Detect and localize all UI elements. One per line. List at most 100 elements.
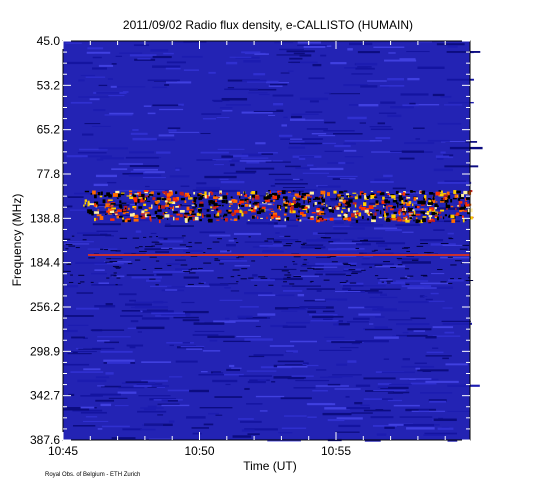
burst xyxy=(140,213,145,215)
texture xyxy=(83,337,88,340)
burst xyxy=(301,195,306,199)
texture xyxy=(96,91,120,94)
burst xyxy=(145,195,150,197)
texture xyxy=(347,48,353,51)
texture xyxy=(286,350,298,353)
burst xyxy=(348,195,350,198)
burst xyxy=(241,212,244,217)
texture xyxy=(120,315,143,317)
burst xyxy=(239,199,244,202)
burst xyxy=(132,194,137,198)
burst xyxy=(270,215,273,219)
texture xyxy=(288,61,301,63)
burst xyxy=(453,190,457,194)
burst xyxy=(102,199,106,204)
burst xyxy=(188,197,193,200)
burst xyxy=(445,194,451,199)
burst xyxy=(148,193,154,196)
texture xyxy=(275,190,304,193)
burst xyxy=(384,199,388,204)
burst xyxy=(161,198,165,201)
texture xyxy=(229,320,260,322)
burst xyxy=(239,210,243,214)
dark-streak xyxy=(343,264,351,266)
burst xyxy=(341,207,346,209)
texture xyxy=(90,329,125,331)
texture xyxy=(346,321,369,323)
burst xyxy=(222,204,224,207)
dark-streak xyxy=(346,274,352,276)
texture xyxy=(384,426,395,429)
dark-streak xyxy=(465,280,474,282)
dark-streak xyxy=(248,277,254,279)
texture xyxy=(316,289,322,292)
burst xyxy=(370,194,375,199)
burst xyxy=(157,215,163,220)
texture xyxy=(92,67,107,70)
texture xyxy=(233,232,262,236)
burst xyxy=(387,200,391,204)
burst xyxy=(279,208,282,211)
burst xyxy=(286,199,288,203)
burst xyxy=(99,195,103,198)
texture xyxy=(308,77,325,80)
texture xyxy=(150,232,157,234)
texture xyxy=(216,117,230,119)
burst xyxy=(323,201,325,206)
dark-streak xyxy=(437,269,443,271)
texture xyxy=(357,66,372,68)
texture xyxy=(419,239,444,242)
burst xyxy=(329,205,332,207)
texture xyxy=(277,365,308,368)
burst xyxy=(440,200,444,202)
texture xyxy=(152,65,181,68)
burst xyxy=(129,196,134,200)
texture xyxy=(369,296,398,299)
texture xyxy=(302,362,309,365)
texture xyxy=(261,153,274,155)
texture xyxy=(130,170,145,173)
burst xyxy=(250,207,254,211)
texture xyxy=(144,248,170,251)
burst xyxy=(376,191,382,193)
burst xyxy=(214,195,217,198)
texture xyxy=(232,435,252,438)
texture xyxy=(244,241,272,243)
dark-streak xyxy=(412,259,419,261)
texture xyxy=(307,310,317,314)
texture xyxy=(221,155,234,158)
texture xyxy=(151,312,186,315)
dark-streak xyxy=(155,260,160,262)
texture xyxy=(252,274,258,277)
burst xyxy=(118,216,123,218)
texture xyxy=(181,55,203,58)
texture xyxy=(295,189,317,191)
burst xyxy=(418,201,421,204)
burst xyxy=(448,214,452,217)
dark-streak xyxy=(302,263,307,265)
texture xyxy=(380,310,410,312)
texture xyxy=(118,386,145,389)
burst xyxy=(412,203,414,207)
burst xyxy=(367,218,369,221)
texture xyxy=(278,432,293,434)
dark-streak xyxy=(400,277,408,279)
burst xyxy=(328,208,332,211)
burst xyxy=(214,216,220,218)
dark-streak xyxy=(65,248,69,250)
texture xyxy=(175,167,182,170)
burst xyxy=(452,197,457,200)
burst xyxy=(163,212,166,215)
texture xyxy=(175,205,193,207)
burst xyxy=(111,207,116,210)
burst xyxy=(464,201,467,205)
dark-streak xyxy=(68,281,74,283)
texture xyxy=(140,428,156,431)
texture xyxy=(399,58,416,61)
burst xyxy=(250,192,253,194)
texture xyxy=(274,42,294,44)
dark-streak xyxy=(286,276,291,278)
burst xyxy=(318,201,322,205)
burst xyxy=(172,206,175,210)
texture xyxy=(414,214,433,217)
